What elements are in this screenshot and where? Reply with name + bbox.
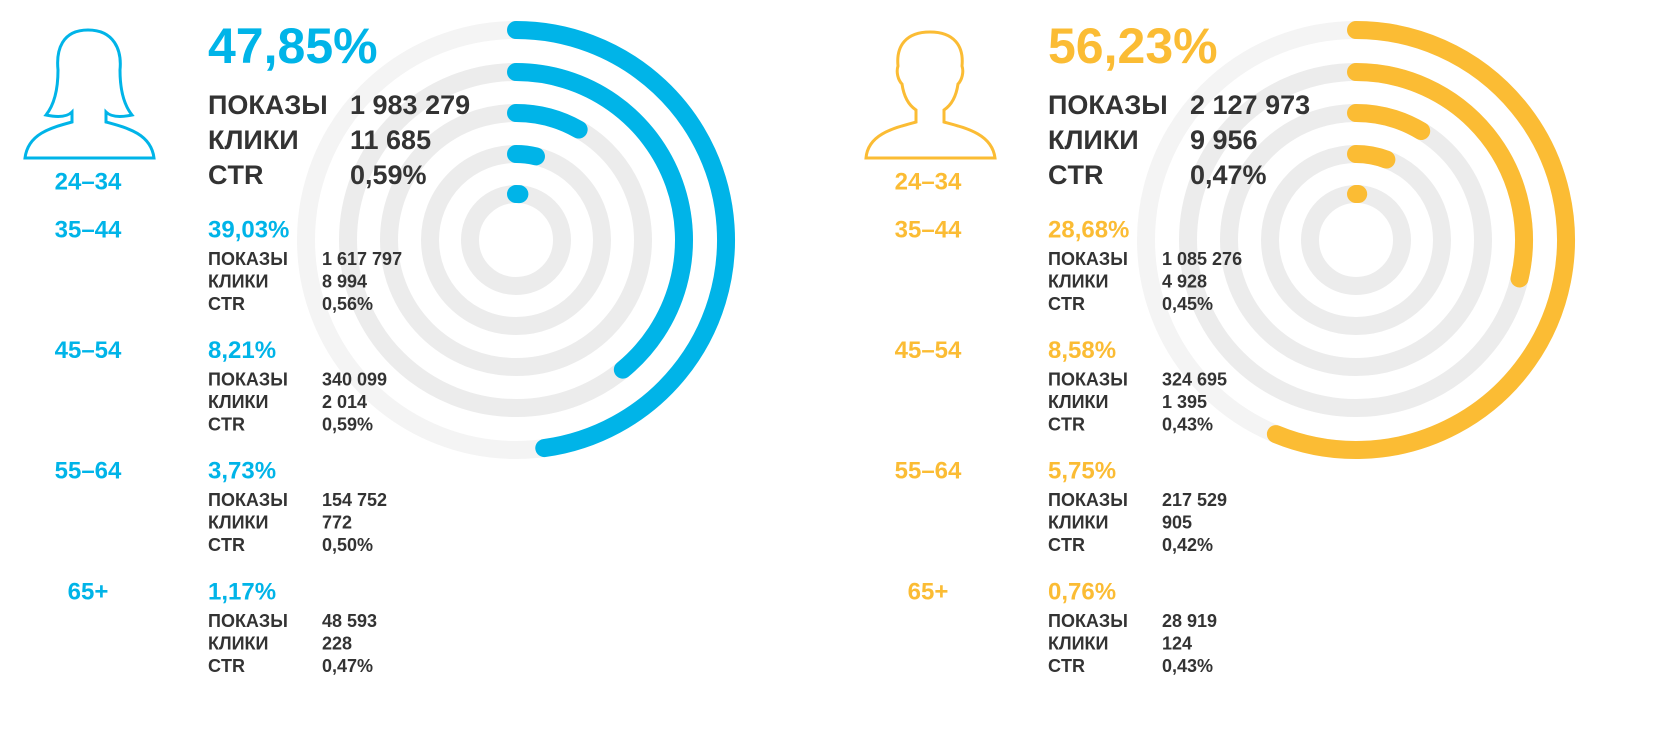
stat-label: ПОКАЗЫ: [208, 490, 288, 510]
stat-value: 1 395: [1162, 392, 1207, 412]
share-arc: [507, 63, 693, 379]
ring-track: [1301, 185, 1411, 295]
stat-label: ПОКАЗЫ: [208, 611, 288, 631]
stat-label: ПОКАЗЫ: [208, 249, 288, 269]
stat-label: CTR: [208, 414, 245, 434]
age-label: 24–34: [55, 168, 122, 195]
share-label: 8,58%: [1048, 337, 1116, 364]
age-label: 35–44: [55, 216, 122, 243]
stat-value: 0,56%: [322, 294, 373, 314]
female-icon: [23, 28, 156, 160]
age-label: 65+: [68, 578, 109, 605]
stat-value: 0,47%: [322, 656, 373, 676]
stat-label: КЛИКИ: [1048, 392, 1108, 412]
share-label: 47,85%: [208, 18, 378, 74]
stat-label: КЛИКИ: [208, 633, 268, 653]
stat-value: 340 099: [322, 369, 387, 389]
stat-value: 772: [322, 513, 352, 533]
stat-label: CTR: [1048, 160, 1104, 190]
stat-label: ПОКАЗЫ: [208, 369, 288, 389]
stat-label: CTR: [1048, 414, 1085, 434]
stat-label: CTR: [208, 535, 245, 555]
share-label: 5,75%: [1048, 458, 1116, 485]
share-label: 8,21%: [208, 337, 276, 364]
stat-value: 228: [322, 633, 352, 653]
stat-value: 0,42%: [1162, 535, 1213, 555]
stat-label: ПОКАЗЫ: [1048, 611, 1128, 631]
stat-value: 28 919: [1162, 611, 1217, 631]
stat-label: КЛИКИ: [208, 513, 268, 533]
stat-value: 2 014: [322, 392, 367, 412]
male-icon: [864, 30, 997, 160]
stat-value: 0,59%: [322, 414, 373, 434]
share-arc: [1347, 104, 1431, 141]
stat-value: 0,47%: [1190, 160, 1267, 190]
stat-value: 1 617 797: [322, 249, 402, 269]
share-label: 39,03%: [208, 216, 289, 243]
stat-value: 0,45%: [1162, 294, 1213, 314]
ring-track: [1261, 145, 1451, 335]
age-label: 35–44: [895, 216, 962, 243]
ring-track: [461, 185, 571, 295]
stat-value: 0,59%: [350, 160, 427, 190]
stat-value: 2 127 973: [1190, 90, 1310, 120]
stat-value: 124: [1162, 633, 1192, 653]
share-label: 1,17%: [208, 578, 276, 605]
stat-value: 9 956: [1190, 125, 1258, 155]
share-label: 3,73%: [208, 458, 276, 485]
share-arc: [507, 21, 735, 458]
stat-value: 4 928: [1162, 271, 1207, 291]
stat-value: 0,43%: [1162, 414, 1213, 434]
stat-label: КЛИКИ: [208, 392, 268, 412]
age-label: 55–64: [895, 458, 962, 485]
stat-label: CTR: [1048, 294, 1085, 314]
stat-label: ПОКАЗЫ: [1048, 249, 1128, 269]
stat-value: 0,50%: [322, 535, 373, 555]
stat-value: 905: [1162, 513, 1192, 533]
stat-value: 0,43%: [1162, 656, 1213, 676]
stat-label: CTR: [1048, 656, 1085, 676]
stat-label: CTR: [208, 656, 245, 676]
share-label: 56,23%: [1048, 18, 1218, 74]
stat-label: КЛИКИ: [1048, 125, 1139, 155]
stat-value: 324 695: [1162, 369, 1227, 389]
stat-label: КЛИКИ: [208, 271, 268, 291]
age-label: 65+: [908, 578, 949, 605]
share-label: 28,68%: [1048, 216, 1129, 243]
stat-value: 11 685: [350, 125, 431, 155]
stat-label: ПОКАЗЫ: [1048, 490, 1128, 510]
stat-label: CTR: [1048, 535, 1085, 555]
stat-label: ПОКАЗЫ: [1048, 90, 1168, 120]
stat-label: КЛИКИ: [1048, 633, 1108, 653]
stat-label: КЛИКИ: [1048, 271, 1108, 291]
stat-value: 1 085 276: [1162, 249, 1242, 269]
share-arc: [507, 104, 588, 139]
share-label: 0,76%: [1048, 578, 1116, 605]
share-arc: [1347, 145, 1396, 169]
stat-label: ПОКАЗЫ: [208, 90, 328, 120]
stat-value: 217 529: [1162, 490, 1227, 510]
stat-value: 1 983 279: [350, 90, 470, 120]
stat-label: ПОКАЗЫ: [1048, 369, 1128, 389]
age-label: 55–64: [55, 458, 122, 485]
stat-value: 8 994: [322, 271, 367, 291]
stat-label: КЛИКИ: [1048, 513, 1108, 533]
share-arc: [507, 145, 545, 166]
stat-label: КЛИКИ: [208, 125, 299, 155]
share-arc: [1266, 21, 1575, 459]
share-arc: [1347, 63, 1533, 288]
stat-value: 48 593: [322, 611, 377, 631]
stat-value: 154 752: [322, 490, 387, 510]
age-label: 45–54: [55, 337, 122, 364]
age-label: 45–54: [895, 337, 962, 364]
stat-label: CTR: [208, 294, 245, 314]
ring-track: [421, 145, 611, 335]
age-label: 24–34: [895, 168, 962, 195]
stat-label: CTR: [208, 160, 264, 190]
